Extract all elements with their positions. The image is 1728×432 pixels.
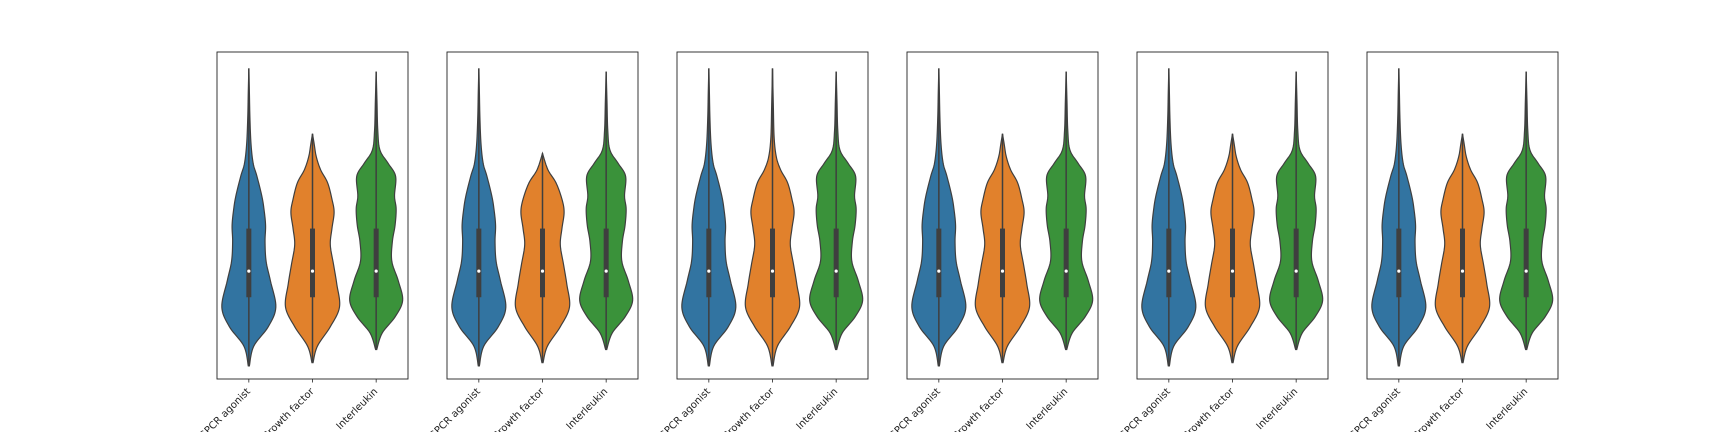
violin-median-dot [1064,269,1068,273]
violin-iqr-box [1230,228,1235,298]
violin-iqr-box [1000,228,1005,298]
panel-1: GPCR agonist Growth factor Interleukin [197,51,409,432]
axes-frame [216,51,409,380]
violin-median-dot [604,269,608,273]
violin-iqr-box [770,228,775,298]
axes-frame [446,51,639,380]
violin-iqr-box [476,228,482,298]
violin-iqr-box [373,228,379,298]
violin-median-dot [1230,269,1235,273]
violin-median-dot [1397,269,1401,273]
violin-median-dot [540,269,545,273]
violin-iqr-box [706,228,712,298]
violin-median-dot [1000,269,1005,273]
panels-group: GPCR agonist Growth factor Interleukin GPCR… [197,51,1559,432]
axes-frame [676,51,869,380]
violin-iqr-box [246,228,252,298]
violin-iqr-box [936,228,942,298]
violin-iqr-box [603,228,609,298]
violin-iqr-box [1293,228,1299,298]
violin-median-dot [310,269,315,273]
violin-iqr-box [1166,228,1172,298]
violin-iqr-box [540,228,545,298]
violin-median-dot [707,269,711,273]
axes-frame [1366,51,1559,380]
violin-median-dot [247,269,251,273]
violin-median-dot [477,269,481,273]
violin-median-dot [937,269,941,273]
violin-median-dot [374,269,378,273]
axes-frame [1136,51,1329,380]
violin-median-dot [834,269,838,273]
violin-iqr-box [1523,228,1529,298]
violin-iqr-box [1396,228,1402,298]
violin-iqr-box [833,228,839,298]
violin-iqr-box [1460,228,1465,298]
violin-median-dot [1294,269,1298,273]
violin-median-dot [770,269,775,273]
violin-iqr-box [310,228,315,298]
violin-median-dot [1524,269,1528,273]
violin-median-dot [1460,269,1465,273]
axes-frame [906,51,1099,380]
violin-iqr-box [1063,228,1069,298]
violin-median-dot [1167,269,1171,273]
